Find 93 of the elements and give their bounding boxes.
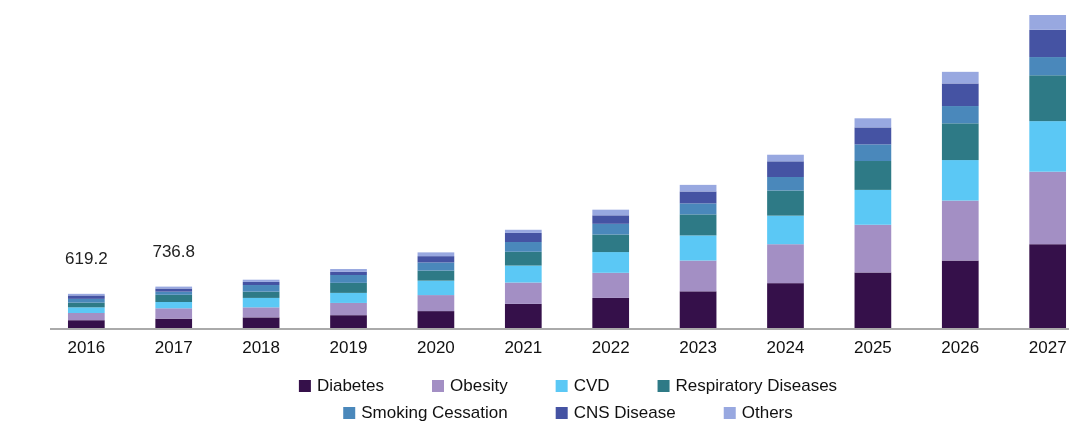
bar: [767, 244, 804, 284]
bar: [767, 161, 804, 178]
x-tick-label: 2025: [853, 338, 892, 358]
bar: [417, 295, 455, 312]
x-tick-label: 2024: [766, 338, 805, 358]
bar: [67, 320, 105, 329]
bar: [941, 200, 979, 261]
bar: [592, 297, 630, 329]
legend-label: Diabetes: [316, 376, 384, 395]
x-tick-label: 2017: [154, 338, 193, 358]
bar: [592, 252, 630, 273]
annotation: 619.2: [65, 248, 108, 268]
bar: [67, 298, 105, 303]
bar: [854, 224, 892, 273]
bar: [854, 118, 892, 128]
bar: [941, 160, 979, 201]
bar: [504, 232, 542, 243]
bar: [504, 229, 542, 233]
bar: [242, 291, 280, 298]
bar: [242, 285, 280, 292]
bar: [155, 294, 193, 302]
bar: [767, 177, 804, 191]
bar: [1029, 171, 1067, 245]
x-tick-label: 2020: [416, 338, 455, 358]
bar: [504, 265, 542, 283]
bar: [679, 235, 717, 261]
bar: [854, 161, 892, 190]
bar: [417, 270, 455, 281]
bar: [592, 234, 630, 253]
bar: [1029, 57, 1067, 76]
bar: [242, 307, 280, 318]
x-tick-label: 2022: [591, 338, 630, 358]
x-tick-label: 2023: [679, 338, 718, 358]
bar: [417, 280, 455, 296]
legend-label: Obesity: [450, 376, 509, 395]
x-tick-label: 2019: [329, 338, 368, 358]
bar: [330, 282, 367, 293]
bar: [1029, 15, 1067, 30]
bar: [67, 312, 105, 321]
bar: [242, 281, 280, 286]
bar: [679, 291, 717, 329]
bar: [767, 215, 804, 245]
bar: [242, 297, 280, 308]
bar: [679, 214, 717, 236]
x-tick-label: 2021: [504, 338, 543, 358]
bar: [941, 260, 979, 329]
annotation: 736.8: [152, 241, 195, 261]
bar: [417, 256, 455, 263]
bar: [504, 242, 542, 252]
bar: [854, 144, 892, 162]
bar: [941, 106, 979, 124]
bar: [417, 311, 455, 329]
bar: [330, 302, 367, 316]
bar: [504, 303, 542, 329]
bar: [330, 315, 367, 329]
bar: [854, 127, 892, 145]
bar: [679, 203, 717, 215]
bar: [592, 223, 630, 235]
bar: [417, 252, 455, 257]
bar: [592, 215, 630, 224]
bar: [155, 308, 193, 319]
bar: [67, 307, 105, 313]
bar: [1029, 244, 1067, 329]
bar: [767, 190, 804, 216]
bar: [1029, 29, 1067, 58]
bar: [330, 274, 367, 283]
bar: [242, 317, 280, 329]
legend-label: CNS Disease: [573, 403, 676, 422]
legend-label: Respiratory Diseases: [675, 376, 838, 395]
bar: [767, 154, 804, 162]
bar: [679, 260, 717, 292]
bar: [504, 251, 542, 266]
bar: [417, 262, 455, 271]
legend-label: Others: [741, 403, 793, 422]
legend-label: Smoking Cessation: [361, 403, 508, 422]
bar: [767, 283, 804, 329]
bar: [941, 123, 979, 161]
x-tick-label: 2016: [67, 338, 106, 358]
bar: [854, 272, 892, 329]
bar: [1029, 121, 1067, 172]
bar: [1029, 75, 1067, 122]
x-tick-label: 2027: [1028, 338, 1067, 358]
x-tick-label: 2018: [242, 338, 281, 358]
bar: [504, 282, 542, 304]
bar: [854, 189, 892, 225]
bar: [679, 191, 717, 204]
bar: [592, 272, 630, 298]
x-tick-label: 2026: [941, 338, 980, 358]
bar: [155, 302, 193, 309]
bar: [941, 83, 979, 107]
bar: [330, 292, 367, 303]
bar: [941, 71, 979, 84]
legend-label: CVD: [573, 376, 610, 395]
